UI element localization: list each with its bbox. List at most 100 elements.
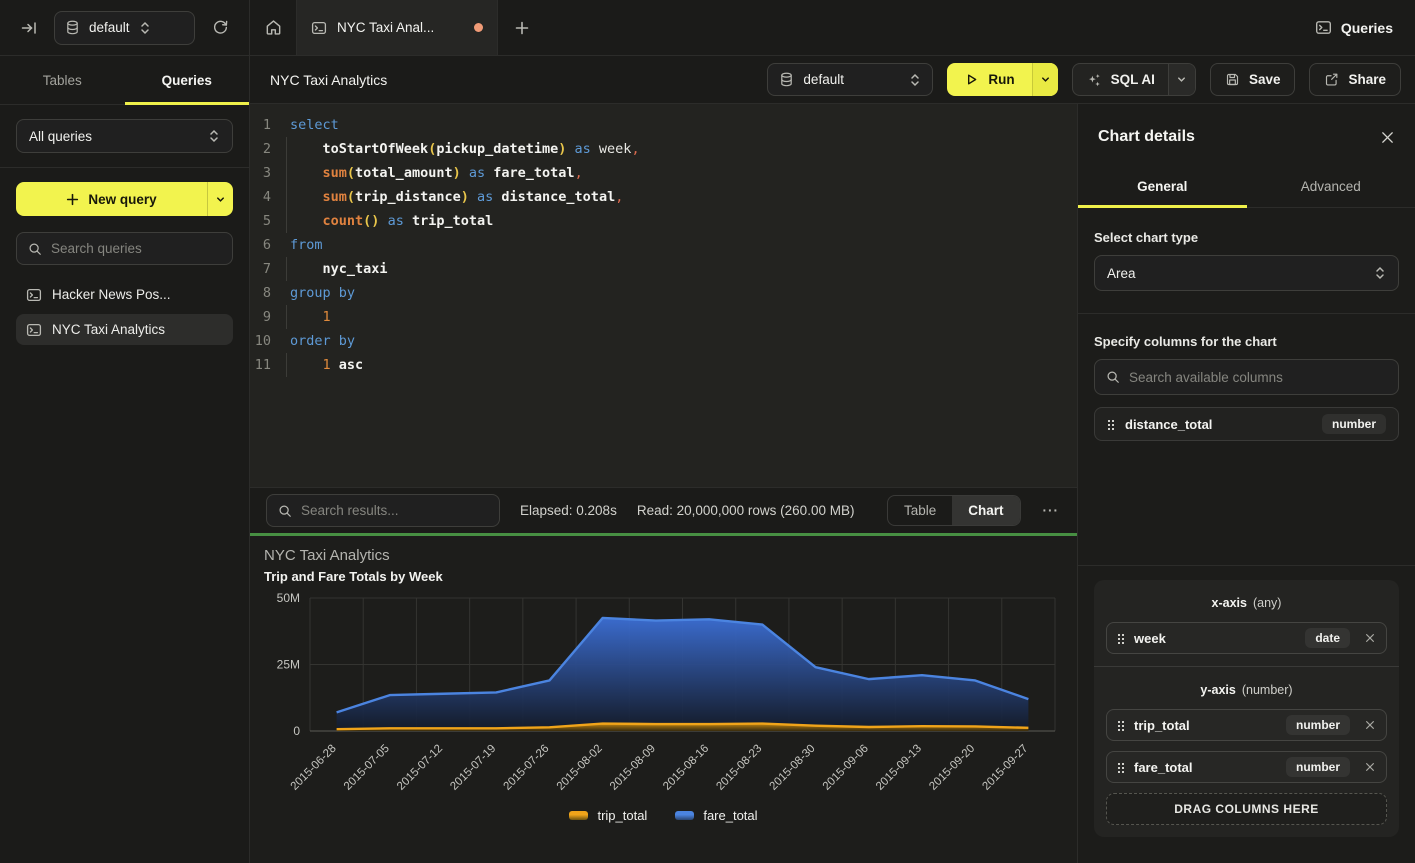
column-type-badge: number xyxy=(1321,414,1386,434)
columns-label: Specify columns for the chart xyxy=(1094,334,1277,349)
remove-column-button[interactable] xyxy=(1360,719,1376,731)
svg-text:0: 0 xyxy=(293,724,300,738)
divider xyxy=(0,167,249,168)
tab-title: NYC Taxi Anal... xyxy=(337,20,435,35)
code-line[interactable]: 7 nyc_taxi xyxy=(250,257,1077,281)
x-axis-hint: (any) xyxy=(1252,596,1282,610)
axis-column-item[interactable]: fare_total number xyxy=(1106,751,1387,783)
remove-column-button[interactable] xyxy=(1360,632,1376,644)
svg-text:2015-07-05: 2015-07-05 xyxy=(342,743,392,793)
drag-handle-icon[interactable] xyxy=(1117,632,1124,644)
results-more-button[interactable]: ··· xyxy=(1042,503,1059,518)
view-table-button[interactable]: Table xyxy=(903,503,937,518)
code-line[interactable]: 11 1 asc xyxy=(250,353,1077,377)
legend-item[interactable]: fare_total xyxy=(675,808,758,823)
drop-zone-label: DRAG COLUMNS HERE xyxy=(1174,802,1319,816)
tab-nyc-taxi-analytics[interactable]: NYC Taxi Anal... xyxy=(296,0,498,55)
code-line[interactable]: 9 1 xyxy=(250,305,1077,329)
query-search[interactable] xyxy=(16,232,233,265)
svg-text:2015-07-19: 2015-07-19 xyxy=(448,743,498,793)
queries-nav-button[interactable]: Queries xyxy=(1293,0,1415,55)
svg-text:2015-07-12: 2015-07-12 xyxy=(395,743,445,793)
code-text: 1 xyxy=(284,305,331,329)
code-text: 1 asc xyxy=(284,353,363,377)
results-search-input[interactable] xyxy=(301,503,488,518)
database-selector[interactable]: default xyxy=(54,10,195,45)
results-search[interactable] xyxy=(266,494,500,527)
drag-handle-icon[interactable] xyxy=(1117,719,1124,731)
svg-text:2015-08-30: 2015-08-30 xyxy=(768,743,818,793)
code-text: toStartOfWeek(pickup_datetime) as week, xyxy=(284,137,640,161)
code-text: group by xyxy=(290,285,356,301)
code-line[interactable]: 3 sum(total_amount) as fare_total, xyxy=(250,161,1077,185)
line-number: 8 xyxy=(262,285,271,301)
y-axis-section: y-axis (number) trip_total number fare_tota… xyxy=(1094,666,1399,837)
refresh-button[interactable] xyxy=(205,13,235,43)
sidebar-tab-queries[interactable]: Queries xyxy=(125,56,250,104)
sql-editor[interactable]: 1 select 2 toStartOfWeek(pickup_datetime) … xyxy=(250,104,1077,487)
panel-tab-general[interactable]: General xyxy=(1078,166,1247,207)
new-query-button[interactable]: New query xyxy=(16,182,233,216)
drag-handle-icon[interactable] xyxy=(1117,761,1124,773)
sql-ai-label: SQL AI xyxy=(1110,72,1155,87)
axis-column-item[interactable]: week date xyxy=(1106,622,1387,654)
legend-item[interactable]: trip_total xyxy=(569,808,647,823)
elapsed-time: Elapsed: 0.208s xyxy=(520,503,617,518)
run-options-dropdown[interactable] xyxy=(1031,63,1058,96)
line-number: 7 xyxy=(262,261,271,277)
available-column-item[interactable]: distance_total number xyxy=(1094,407,1399,441)
remove-column-button[interactable] xyxy=(1360,761,1376,773)
drag-handle-icon[interactable] xyxy=(1107,418,1114,430)
x-axis-section: x-axis (any) week date xyxy=(1094,580,1399,666)
sidebar-query-item[interactable]: NYC Taxi Analytics xyxy=(16,314,233,345)
collapse-sidebar-button[interactable] xyxy=(14,13,44,43)
sidebar-query-item[interactable]: Hacker News Pos... xyxy=(16,279,233,310)
code-line[interactable]: 1 select xyxy=(250,113,1077,137)
refresh-icon xyxy=(212,19,229,36)
new-query-dropdown[interactable] xyxy=(207,182,233,216)
sidebar-tab-tables[interactable]: Tables xyxy=(42,72,82,88)
code-line[interactable]: 6 from xyxy=(250,233,1077,257)
new-tab-button[interactable] xyxy=(498,0,546,55)
code-line[interactable]: 10 order by xyxy=(250,329,1077,353)
line-number: 10 xyxy=(254,333,271,349)
plus-icon xyxy=(514,20,530,36)
save-label: Save xyxy=(1248,72,1281,87)
sql-ai-dropdown[interactable] xyxy=(1167,64,1195,95)
code-line[interactable]: 2 toStartOfWeek(pickup_datetime) as week… xyxy=(250,137,1077,161)
save-button[interactable]: Save xyxy=(1209,63,1296,96)
line-number: 2 xyxy=(262,141,271,157)
query-list: Hacker News Pos... NYC Taxi Analytics xyxy=(16,279,233,345)
columns-search[interactable] xyxy=(1094,359,1399,395)
query-search-input[interactable] xyxy=(51,241,228,256)
code-line[interactable]: 5 count() as trip_total xyxy=(250,209,1077,233)
terminal-icon xyxy=(311,20,327,36)
view-chart-button[interactable]: Chart xyxy=(952,496,1020,525)
home-icon xyxy=(264,18,283,37)
code-line[interactable]: 8 group by xyxy=(250,281,1077,305)
results-view-toggle: Table Chart xyxy=(886,495,1021,526)
home-button[interactable] xyxy=(250,0,296,55)
legend-label: fare_total xyxy=(703,808,758,823)
run-database-selector[interactable]: default xyxy=(767,63,934,96)
share-label: Share xyxy=(1348,72,1386,87)
chevron-updown-icon xyxy=(139,21,151,35)
legend-swatch-icon xyxy=(569,811,589,820)
run-button[interactable]: Run xyxy=(947,63,1058,96)
chevron-updown-icon xyxy=(208,129,220,143)
axis-column-item[interactable]: trip_total number xyxy=(1106,709,1387,741)
chart-section: NYC Taxi Analytics Trip and Fare Totals … xyxy=(250,536,1077,863)
query-filter-select[interactable]: All queries xyxy=(16,119,233,153)
columns-search-input[interactable] xyxy=(1129,369,1387,385)
chart-type-select[interactable]: Area xyxy=(1094,255,1399,291)
drop-zone[interactable]: DRAG COLUMNS HERE xyxy=(1106,793,1387,825)
chart-type-label: Select chart type xyxy=(1094,230,1199,245)
svg-text:2015-09-06: 2015-09-06 xyxy=(821,743,871,793)
search-icon xyxy=(1106,370,1120,384)
panel-tab-advanced[interactable]: Advanced xyxy=(1300,179,1361,194)
share-button[interactable]: Share xyxy=(1309,63,1401,96)
close-panel-button[interactable] xyxy=(1380,130,1395,145)
sql-ai-button[interactable]: SQL AI xyxy=(1071,63,1196,96)
line-number: 9 xyxy=(262,309,271,325)
code-line[interactable]: 4 sum(trip_distance) as distance_total, xyxy=(250,185,1077,209)
